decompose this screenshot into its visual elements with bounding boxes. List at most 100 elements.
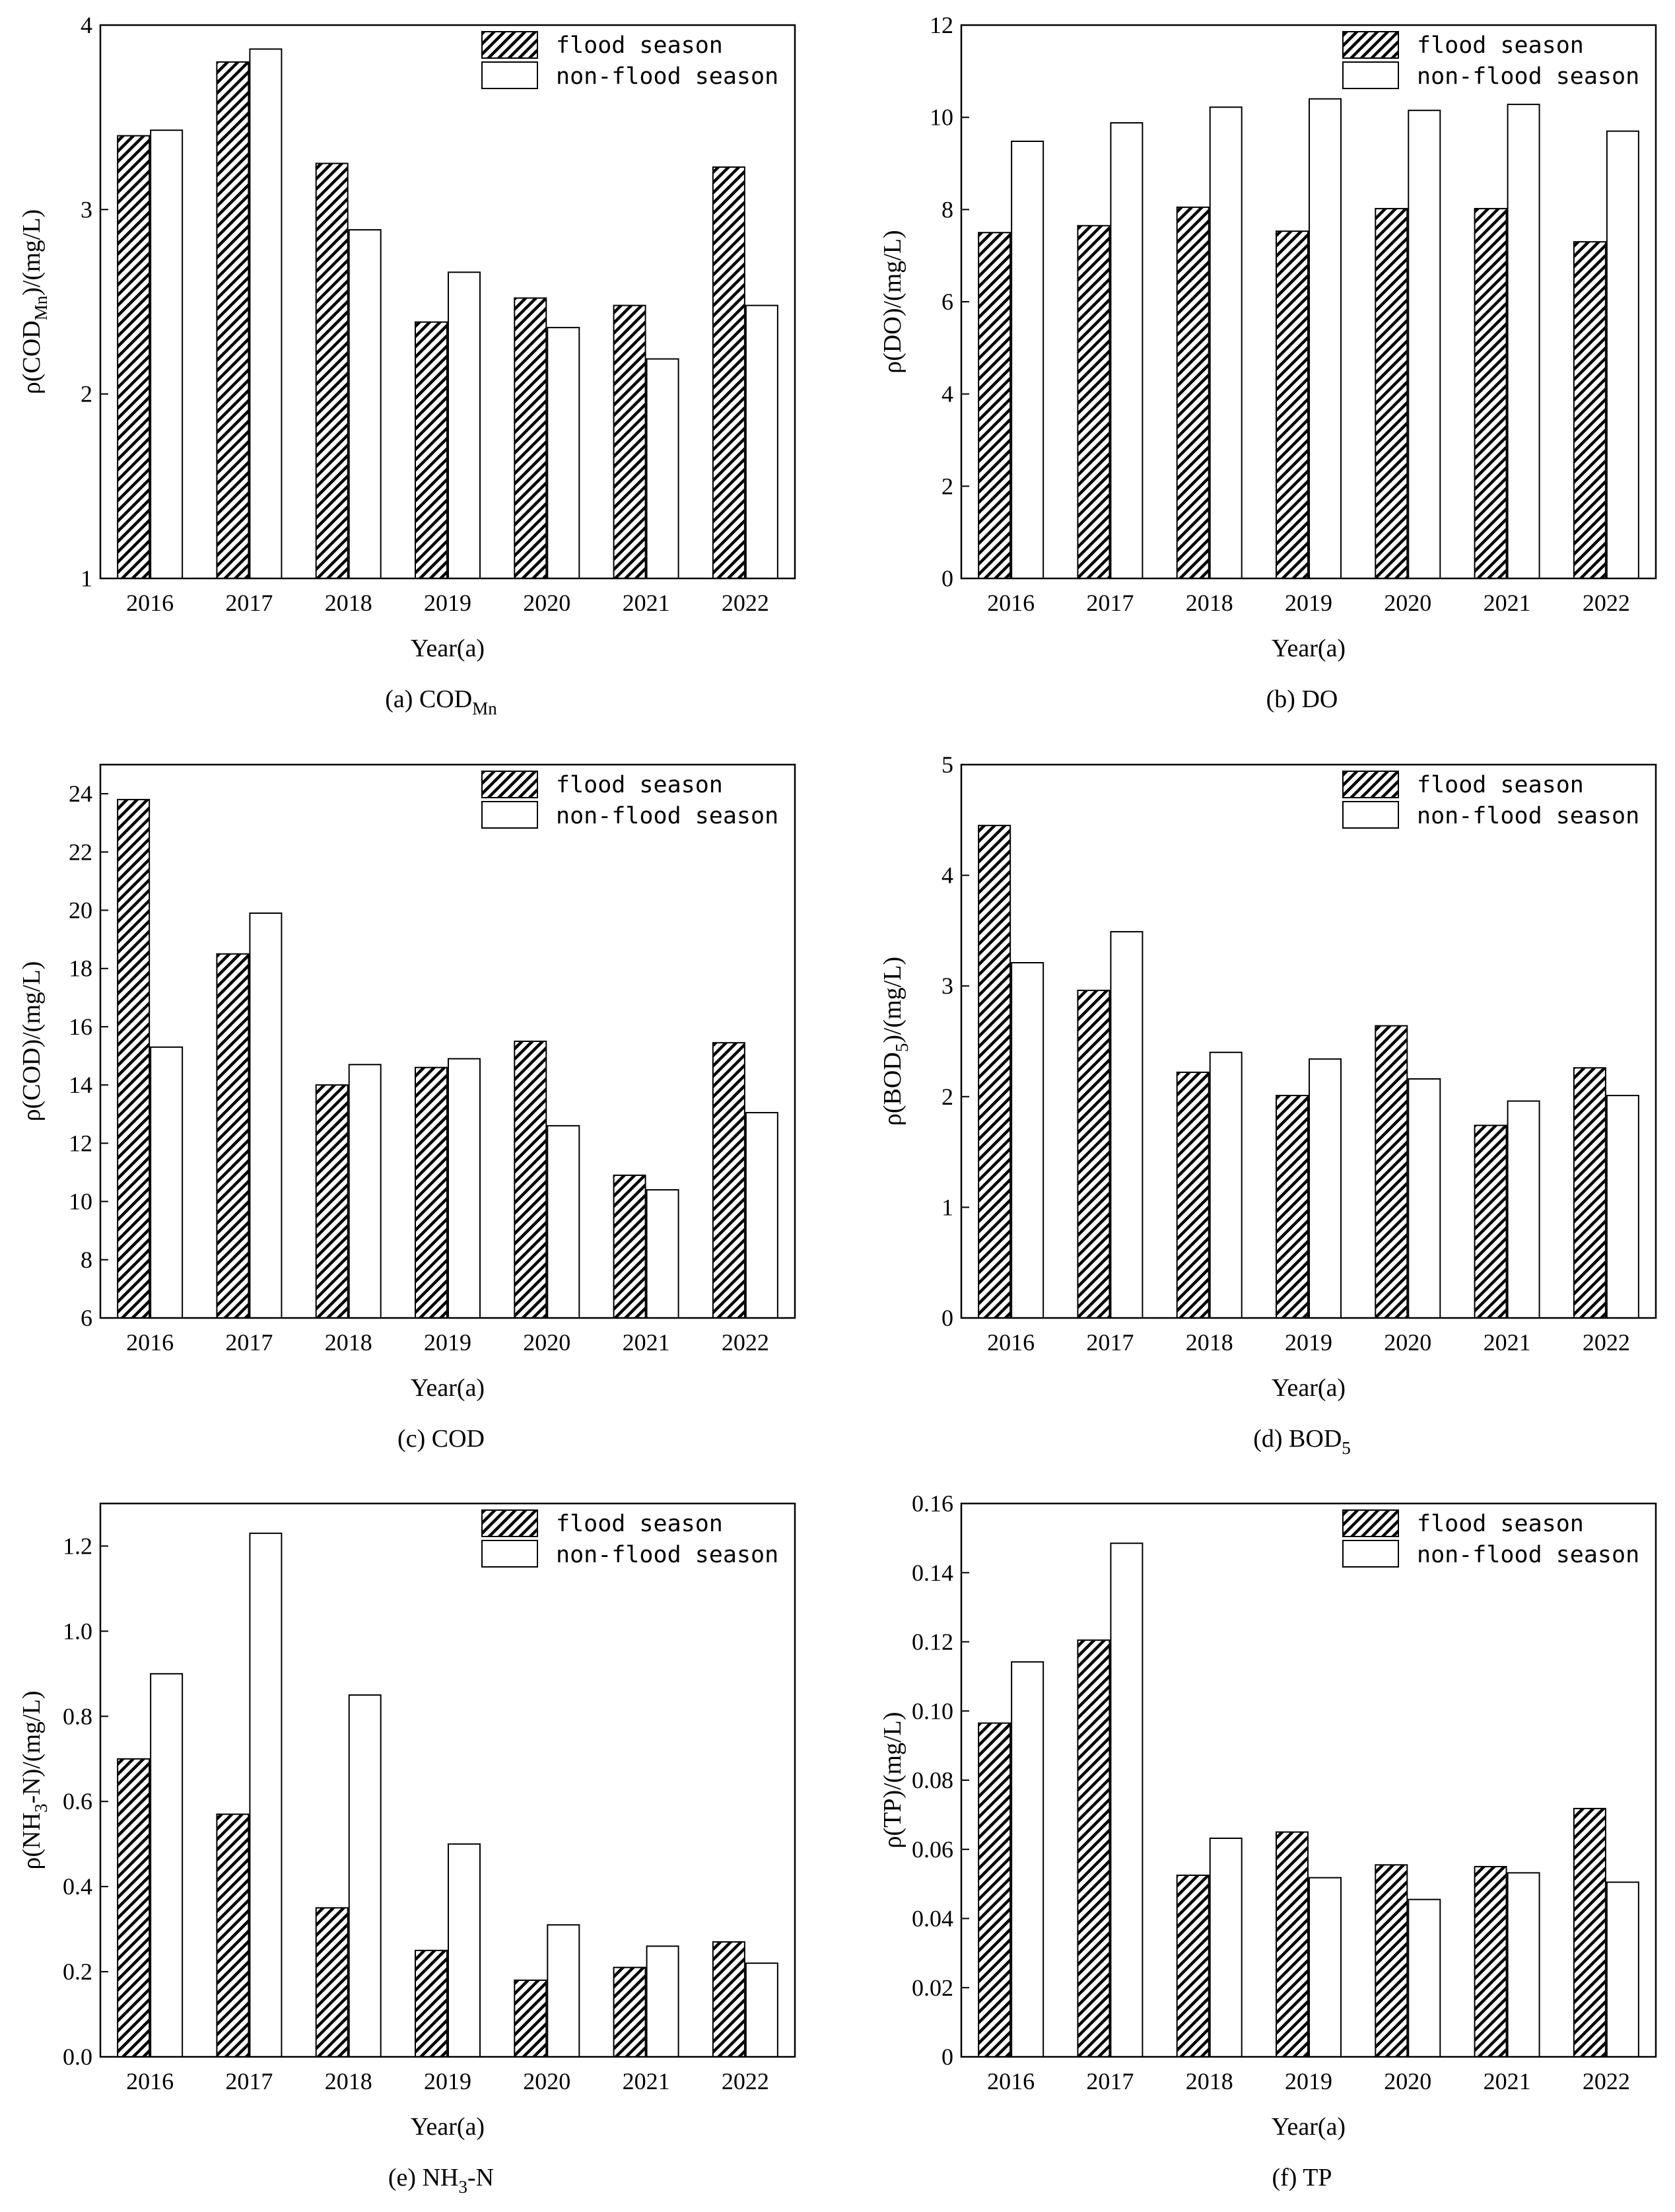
y-tick-label-1: 1 (81, 565, 92, 592)
nonflood-bar-2019 (448, 1843, 481, 2058)
legend-nonflood-swatch (481, 801, 538, 829)
legend-flood-label: flood season (556, 32, 723, 59)
x-tick-label-2017: 2017 (1086, 1329, 1134, 1356)
nonflood-bar-2016 (1011, 140, 1044, 580)
x-tick-label-2020: 2020 (523, 2068, 570, 2094)
flood-bar-2019 (415, 1066, 448, 1319)
x-tick-label-2022: 2022 (1583, 2068, 1630, 2094)
flood-bar-2021 (1474, 1865, 1507, 2057)
nonflood-bar-2021 (1507, 1100, 1540, 1319)
panel-caption-part1: (d) BOD (1253, 1425, 1342, 1453)
y-tick-label-0.4: 0.4 (63, 1873, 92, 1900)
flood-bar-2019 (1276, 1831, 1309, 2057)
plot-frame (99, 24, 796, 580)
nonflood-bar-2018 (348, 229, 382, 579)
y-tick-label-0.10: 0.10 (912, 1698, 953, 1724)
y-tick-label-0.08: 0.08 (912, 1767, 953, 1793)
nonflood-bar-2017 (1110, 931, 1144, 1319)
legend-nonflood-label: non-flood season (1417, 803, 1639, 829)
flood-bar-2018 (1176, 1071, 1210, 1319)
y-tick-label-12: 12 (930, 12, 953, 38)
legend-flood-swatch (1342, 1509, 1399, 1537)
panel-caption-part1: (f) TP (1272, 2164, 1332, 2192)
legend-nonflood-label: non-flood season (1417, 63, 1639, 90)
x-tick-label-2022: 2022 (1583, 590, 1630, 616)
y-axis-title-part1: ρ(BOD (879, 1052, 906, 1126)
nonflood-bar-2017 (249, 48, 283, 579)
y-tick-label-2: 2 (941, 473, 953, 499)
x-tick-label-2019: 2019 (1285, 1329, 1332, 1356)
y-tick-label-0.04: 0.04 (912, 1906, 953, 1932)
nonflood-bar-2021 (646, 358, 679, 579)
y-tick-label-0: 0 (941, 565, 953, 592)
x-tick-label-2016: 2016 (126, 1329, 174, 1356)
flood-bar-2019 (415, 1949, 448, 2058)
x-tick-label-2019: 2019 (424, 590, 471, 616)
flood-bar-2021 (613, 304, 646, 579)
panel-caption-part2: -N (467, 2164, 494, 2192)
flood-bar-2020 (1375, 1025, 1408, 1319)
x-tick-label-2022: 2022 (722, 1329, 769, 1356)
nonflood-bar-2022 (1606, 1095, 1639, 1319)
x-tick-label-2020: 2020 (1384, 1329, 1431, 1356)
legend-nonflood-swatch (481, 1540, 538, 1568)
flood-bar-2017 (216, 61, 250, 580)
nonflood-bar-2017 (1110, 1542, 1144, 2057)
x-tick-label-2021: 2021 (623, 590, 670, 616)
x-axis-title: Year(a) (411, 1374, 485, 1402)
chart-panel-4: 2016 2017 2018 2019 2020 2021 2022 0 1 2 3 4 5 flood … (879, 751, 1657, 1458)
flood-bar-2018 (315, 1084, 349, 1319)
nonflood-bar-2020 (1408, 1898, 1441, 2058)
legend-flood-swatch (1342, 771, 1399, 798)
x-tick-label-2020: 2020 (1384, 2068, 1431, 2094)
x-tick-label-2019: 2019 (1285, 2068, 1332, 2094)
chart-panel-6: 2016 2017 2018 2019 2020 2021 2022 0 0.02 0.04 0.0… (879, 1490, 1657, 2192)
x-tick-label-2016: 2016 (987, 2068, 1035, 2094)
flood-bar-2018 (1176, 206, 1210, 579)
y-tick-label-0.0: 0.0 (63, 2044, 92, 2070)
nonflood-bar-2020 (1408, 110, 1441, 580)
y-axis-title-subscript: Mn (31, 295, 51, 320)
flood-bar-2022 (1573, 241, 1606, 579)
flood-bar-2017 (1077, 989, 1111, 1319)
flood-bar-2016 (117, 798, 151, 1319)
nonflood-bar-2016 (1011, 1661, 1044, 2057)
x-tick-label-2018: 2018 (325, 2068, 372, 2094)
legend-flood-label: flood season (556, 1511, 723, 1537)
y-axis-title-part2: -N)/(mg/L) (18, 1691, 46, 1804)
x-tick-label-2022: 2022 (722, 2068, 769, 2094)
plot-frame (960, 763, 1657, 1319)
flood-bar-2022 (1573, 1067, 1606, 1319)
flood-bar-2017 (216, 1813, 250, 2058)
nonflood-bar-2018 (1209, 1051, 1243, 1319)
nonflood-bar-2016 (1011, 962, 1044, 1319)
x-axis-title: Year(a) (1272, 1374, 1346, 1402)
chart-panel-2: 2016 2017 2018 2019 2020 2021 2022 0 2 4 6 8 10 12 flo… (879, 12, 1657, 713)
panel-caption: (e) NH3-N (388, 2164, 494, 2197)
x-tick-label-2021: 2021 (623, 2068, 670, 2094)
x-tick-label-2017: 2017 (225, 2068, 273, 2094)
chart-panel-5: 2016 2017 2018 2019 2020 2021 2022 0.0 0.2 0.4 0.6… (18, 1502, 796, 2197)
x-tick-label-2017: 2017 (1086, 590, 1134, 616)
y-tick-label-10: 10 (69, 1189, 92, 1215)
nonflood-bar-2022 (1606, 130, 1639, 580)
flood-bar-2017 (1077, 1639, 1111, 2058)
x-tick-label-2017: 2017 (225, 590, 273, 616)
y-axis-title-part1: ρ(COD)/(mg/L) (18, 961, 46, 1122)
nonflood-bar-2018 (1209, 1837, 1243, 2057)
y-axis-title-subscript: 5 (892, 1043, 912, 1053)
x-tick-label-2021: 2021 (1484, 1329, 1531, 1356)
y-axis-title: ρ(COD)/(mg/L) (18, 961, 46, 1122)
flood-bar-2016 (978, 1722, 1011, 2058)
flood-bar-2019 (1276, 230, 1309, 579)
nonflood-bar-2019 (448, 271, 481, 579)
x-tick-label-2018: 2018 (325, 590, 372, 616)
nonflood-bar-2022 (745, 304, 778, 579)
y-axis-title: ρ(TP)/(mg/L) (879, 1712, 906, 1849)
y-axis-title-subscript: 3 (31, 1803, 51, 1813)
nonflood-bar-2021 (646, 1945, 679, 2057)
chart-panel-3: 2016 2017 2018 2019 2020 2021 2022681012141618… (18, 763, 796, 1453)
legend-nonflood-label: non-flood season (1417, 1542, 1639, 1568)
flood-bar-2022 (712, 166, 745, 579)
